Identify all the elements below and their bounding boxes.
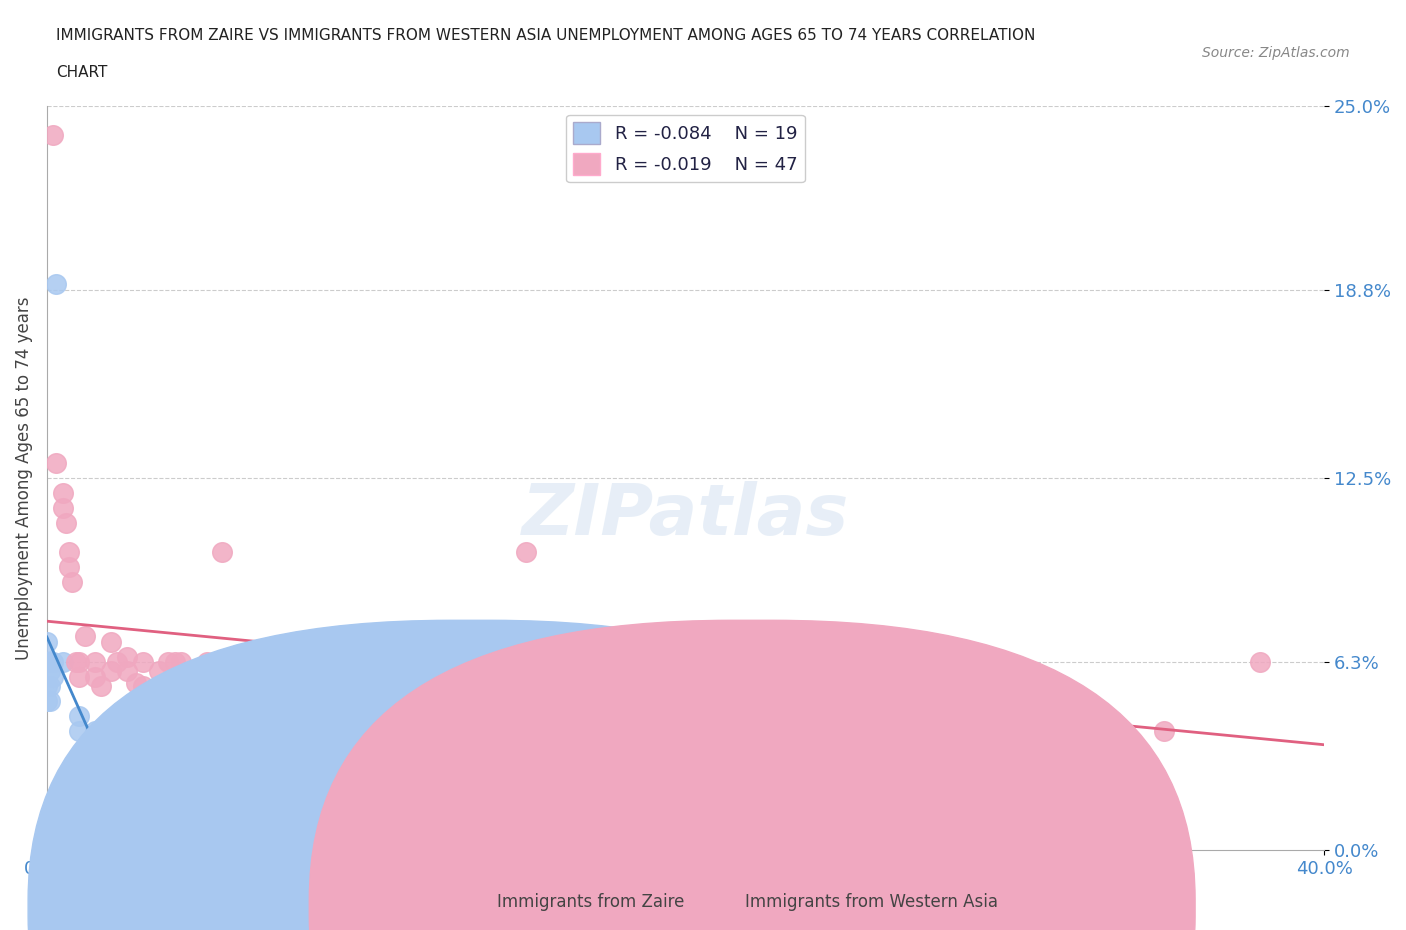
Point [45,456,67,471]
Point [115,833,138,848]
Point [323,724,346,738]
Point [105,655,128,670]
Point [141,724,163,738]
Point [148,679,170,694]
Point [67,655,90,670]
Point [58,560,80,575]
Point [291,655,314,670]
Point [180,670,202,684]
Point [42,670,65,684]
Point [259,655,281,670]
Text: Immigrants from Zaire: Immigrants from Zaire [496,894,685,911]
Point [39,694,62,709]
Point [83,670,105,684]
Legend: R = -0.084    N = 19, R = -0.019    N = 47: R = -0.084 N = 19, R = -0.019 N = 47 [567,114,804,182]
Text: CHART: CHART [56,65,108,80]
Point [90,679,112,694]
Point [131,655,153,670]
Point [211,545,233,560]
Point [42,128,65,143]
Point [65,655,87,670]
Point [67,724,90,738]
Point [115,649,138,664]
Point [170,655,193,670]
Point [195,655,218,670]
Point [35,655,58,670]
Point [354,655,377,670]
Point [100,798,122,813]
Point [52,485,75,500]
Point [83,738,105,753]
Point [131,833,153,848]
Point [58,545,80,560]
Point [115,664,138,679]
Text: ZIPatlas: ZIPatlas [522,481,849,550]
Point [55,515,77,530]
Y-axis label: Unemployment Among Ages 65 to 74 years: Unemployment Among Ages 65 to 74 years [15,296,32,659]
Point [83,655,105,670]
Point [39,679,62,694]
Point [131,694,153,709]
Point [52,655,75,670]
Point [515,545,537,560]
Point [131,679,153,694]
Point [163,655,186,670]
Point [35,679,58,694]
Point [83,724,105,738]
Point [35,694,58,709]
Text: Immigrants from Western Asia: Immigrants from Western Asia [745,894,998,911]
Point [228,655,250,670]
Point [67,670,90,684]
Point [1249,655,1271,670]
Point [834,655,856,670]
Point [1153,724,1175,738]
Point [100,634,122,649]
Point [42,655,65,670]
Point [75,629,97,644]
Point [100,664,122,679]
Point [163,679,186,694]
Point [39,655,62,670]
Point [1057,724,1080,738]
Point [45,277,67,292]
Point [125,676,148,691]
Text: IMMIGRANTS FROM ZAIRE VS IMMIGRANTS FROM WESTERN ASIA UNEMPLOYMENT AMONG AGES 65: IMMIGRANTS FROM ZAIRE VS IMMIGRANTS FROM… [56,28,1036,43]
Point [138,724,160,738]
Point [62,575,84,590]
Text: Source: ZipAtlas.com: Source: ZipAtlas.com [1202,46,1350,60]
Point [35,634,58,649]
Point [148,664,170,679]
Point [157,655,180,670]
Point [610,724,633,738]
Point [243,724,266,738]
Point [67,709,90,724]
Point [39,664,62,679]
Point [52,500,75,515]
